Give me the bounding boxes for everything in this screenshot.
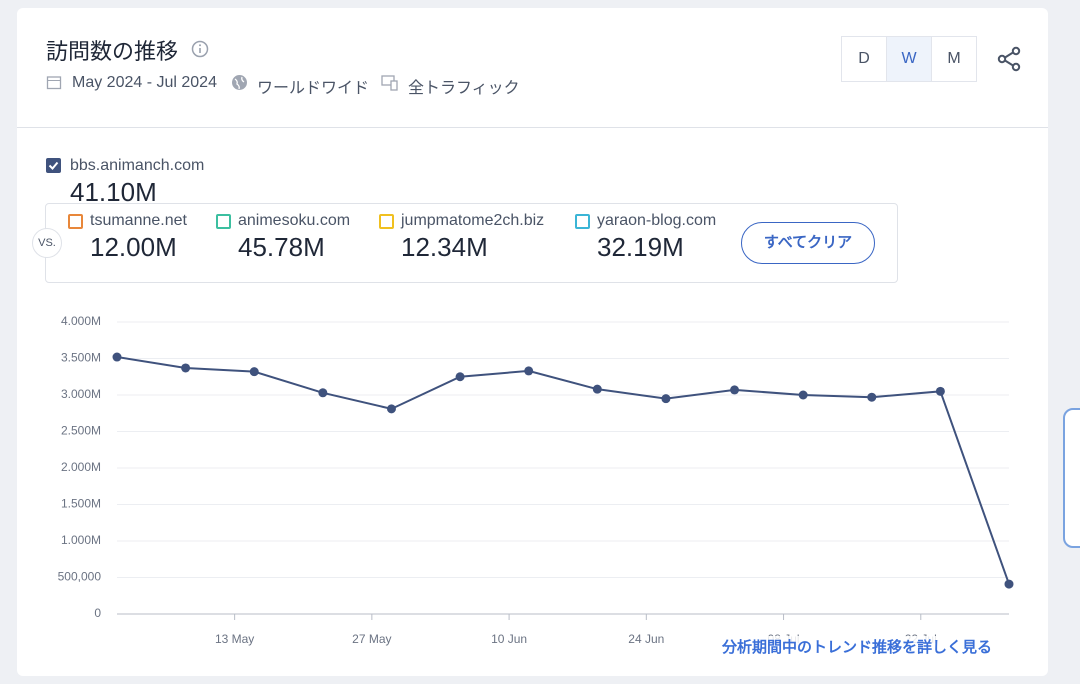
granularity-button[interactable]: D — [841, 36, 887, 82]
main-site-name: bbs.animanch.com — [70, 157, 205, 174]
y-tick-label: 3.000M — [61, 387, 101, 401]
main-site-value: 41.10M — [70, 177, 157, 207]
y-tick-label: 3.500M — [61, 351, 101, 365]
share-icon[interactable] — [997, 46, 1023, 72]
y-tick-label: 2.000M — [61, 460, 101, 474]
info-icon[interactable] — [191, 40, 209, 58]
granularity-button[interactable]: W — [886, 36, 932, 82]
competitor-name: jumpmatome2ch.biz — [379, 212, 544, 230]
trend-link[interactable]: 分析期間中のトレンド推移を詳しく見る — [720, 636, 995, 657]
data-point[interactable] — [730, 385, 740, 395]
competitor[interactable]: tsumanne.net 12.00M — [68, 212, 187, 263]
competitor-checkbox[interactable] — [575, 214, 590, 229]
calendar-icon — [46, 76, 62, 90]
competitor-name: tsumanne.net — [68, 212, 187, 230]
date-range: May 2024 - Jul 2024 — [72, 74, 217, 91]
y-tick-label: 4.000M — [61, 314, 101, 328]
competitor[interactable]: jumpmatome2ch.biz 12.34M — [379, 212, 544, 263]
series-line — [116, 356, 1010, 585]
device-icon — [381, 75, 398, 91]
x-tick-label: 10 Jun — [491, 632, 527, 646]
granularity-button[interactable]: M — [931, 36, 977, 82]
data-point[interactable] — [867, 392, 877, 402]
divider — [17, 127, 1048, 128]
y-tick-label: 2.500M — [61, 424, 101, 438]
title: 訪問数の推移 — [46, 39, 179, 64]
data-point[interactable] — [249, 367, 259, 377]
competitor-name: animesoku.com — [216, 212, 350, 230]
competitor-value: 45.78M — [238, 232, 325, 262]
data-point[interactable] — [112, 352, 122, 362]
y-tick-label: 500,000 — [58, 570, 102, 584]
data-point[interactable] — [1004, 579, 1014, 589]
y-tick-label: 0 — [94, 606, 101, 620]
x-tick-label: 24 Jun — [628, 632, 664, 646]
data-point[interactable] — [798, 390, 808, 400]
side-widget[interactable] — [1063, 408, 1080, 548]
y-tick-label: 1.000M — [61, 533, 101, 547]
vs-badge: VS. — [32, 228, 62, 258]
card — [17, 8, 1048, 676]
data-point[interactable] — [592, 384, 602, 394]
competitor-value: 12.00M — [90, 232, 177, 262]
data-point[interactable] — [318, 388, 328, 398]
data-point[interactable] — [935, 386, 945, 396]
competitor-value: 32.19M — [597, 232, 684, 262]
y-tick-label: 1.500M — [61, 497, 101, 511]
competitor[interactable]: yaraon-blog.com 32.19M — [575, 212, 716, 263]
clear-button[interactable]: すべてクリア — [741, 222, 875, 264]
x-tick-label: 13 May — [215, 632, 254, 646]
x-tick-label: 27 May — [352, 632, 391, 646]
competitor-name: yaraon-blog.com — [575, 212, 716, 230]
competitor-checkbox[interactable] — [68, 214, 83, 229]
data-point[interactable] — [455, 372, 465, 382]
traffic: 全トラフィック — [408, 80, 520, 97]
globe-icon — [232, 75, 247, 90]
data-point[interactable] — [524, 366, 534, 376]
competitor-checkbox[interactable] — [379, 214, 394, 229]
region: ワールドワイド — [257, 80, 370, 97]
data-point[interactable] — [386, 404, 396, 414]
data-point[interactable] — [661, 394, 671, 404]
competitor[interactable]: animesoku.com 45.78M — [216, 212, 350, 263]
data-point[interactable] — [181, 363, 191, 373]
checkbox[interactable] — [46, 158, 62, 174]
competitor-value: 12.34M — [401, 232, 488, 262]
competitor-checkbox[interactable] — [216, 214, 231, 229]
